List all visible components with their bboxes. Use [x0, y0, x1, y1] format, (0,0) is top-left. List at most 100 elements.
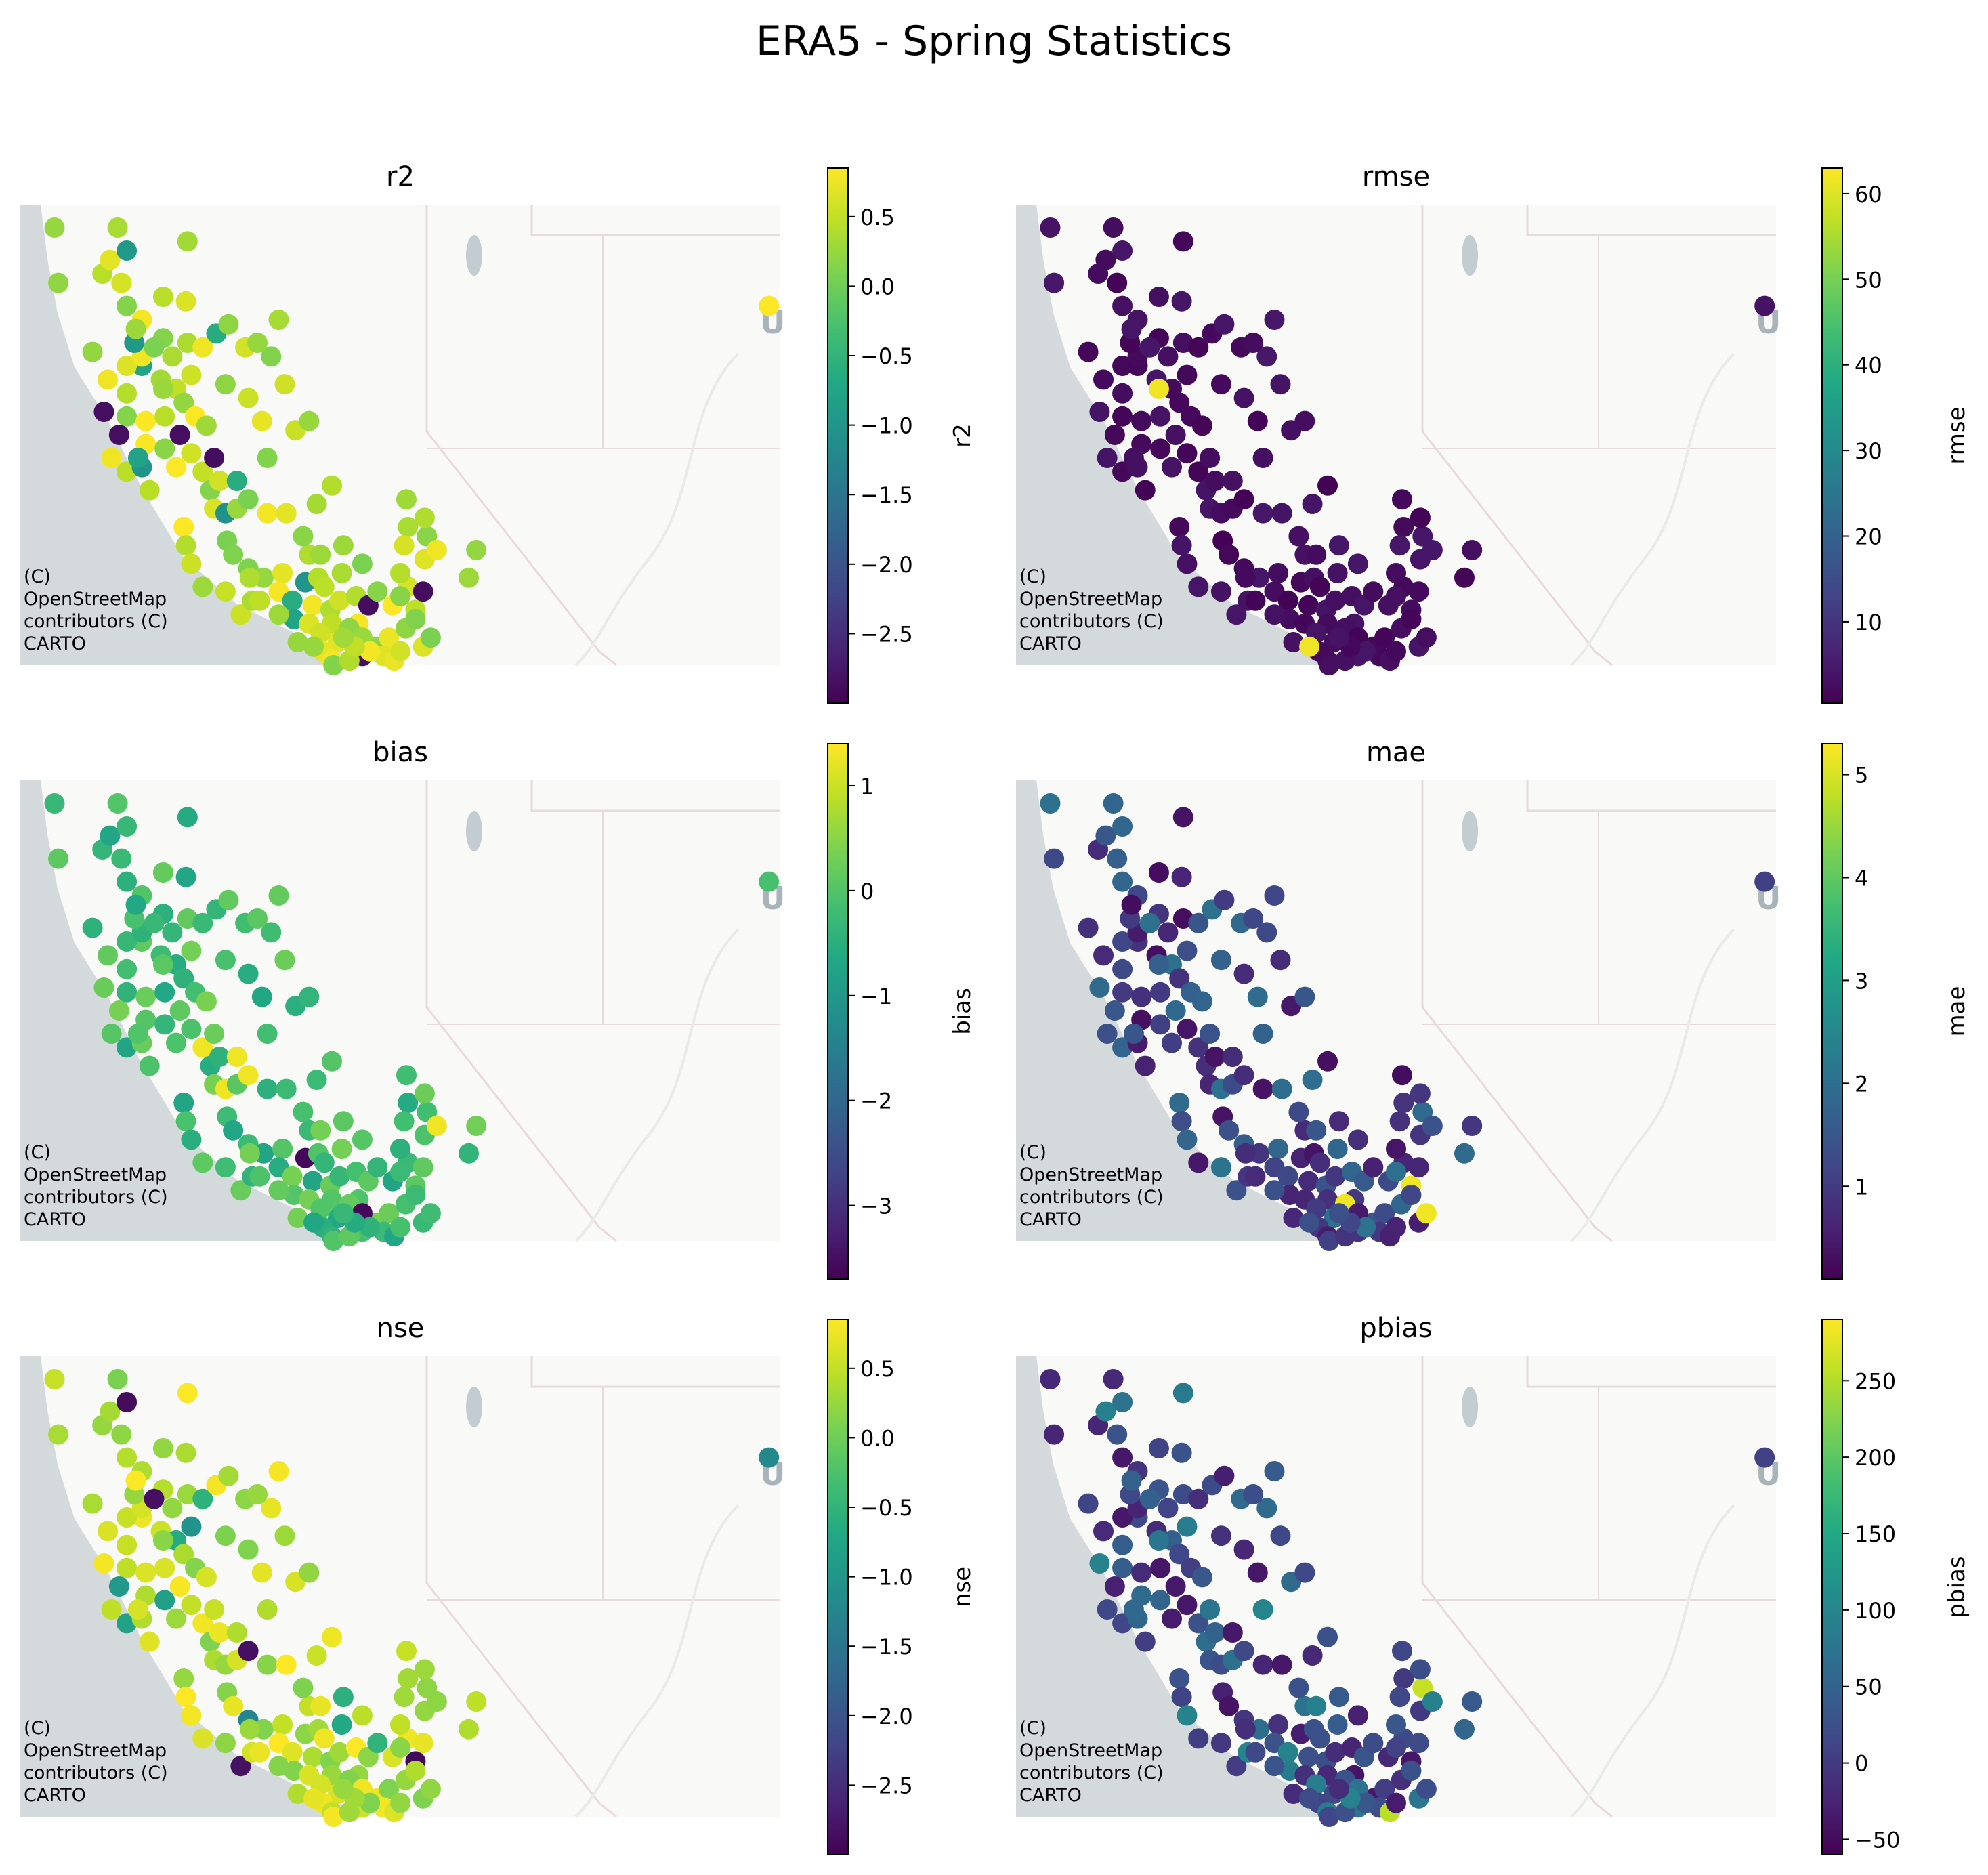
- station-point: [1347, 1705, 1368, 1726]
- station-point: [314, 576, 335, 597]
- station-point: [1268, 1714, 1289, 1735]
- station-point: [268, 604, 289, 625]
- station-point: [1401, 609, 1422, 629]
- station-point: [323, 655, 344, 675]
- station-point: [1158, 346, 1179, 367]
- station-point: [413, 1733, 433, 1754]
- station-point: [1302, 494, 1323, 514]
- station-point: [1386, 1162, 1406, 1182]
- station-point: [192, 1728, 213, 1749]
- state-border-north: [1526, 1356, 1776, 1388]
- colorbar-tick-label: −1.0: [860, 1565, 913, 1590]
- station-point: [1104, 1000, 1125, 1021]
- station-point: [1363, 1733, 1384, 1754]
- station-point: [93, 402, 114, 422]
- station-point: [1754, 1447, 1775, 1468]
- station-point: [1264, 1756, 1285, 1777]
- station-point: [127, 448, 148, 468]
- station-point: [1214, 1465, 1235, 1486]
- station-point: [1256, 922, 1277, 943]
- station-point: [111, 272, 132, 293]
- station-point: [1210, 1525, 1231, 1546]
- station-point: [144, 1488, 165, 1509]
- station-point: [1401, 1185, 1422, 1205]
- station-point: [759, 871, 780, 892]
- station-point: [1177, 1516, 1198, 1537]
- station-point: [249, 590, 270, 611]
- attribution-line: CARTO: [24, 633, 86, 654]
- station-point: [390, 1162, 410, 1182]
- station-point: [154, 1590, 175, 1611]
- station-point: [1219, 544, 1240, 565]
- panel-title: mae: [1366, 737, 1426, 768]
- colorbar-tick-label: −2.5: [860, 621, 913, 647]
- station-point: [1171, 1111, 1192, 1132]
- station-point: [1754, 871, 1775, 892]
- attribution-line: contributors (C): [24, 1187, 168, 1208]
- station-point: [1112, 1392, 1133, 1412]
- station-point: [1222, 471, 1243, 491]
- station-point: [1386, 563, 1406, 583]
- station-point: [398, 1093, 419, 1113]
- attribution-text: (C) OpenStreetMap contributors (C) CARTO: [24, 566, 168, 654]
- station-point: [261, 1498, 282, 1519]
- station-point: [154, 982, 175, 1003]
- station-point: [1188, 1488, 1209, 1509]
- station-point: [413, 1157, 433, 1178]
- station-point: [1112, 406, 1133, 427]
- station-point: [1235, 567, 1256, 588]
- colorbar-label: rmse: [1943, 406, 1970, 464]
- attribution-text: (C) OpenStreetMap contributors (C) CARTO: [1019, 1142, 1164, 1230]
- station-point: [1277, 590, 1298, 611]
- station-point: [1210, 374, 1231, 395]
- station-point: [117, 816, 138, 837]
- station-point: [299, 410, 320, 431]
- station-point: [1219, 1120, 1240, 1141]
- station-point: [405, 609, 426, 629]
- ocean-area: [20, 780, 345, 1241]
- station-point: [1135, 480, 1156, 501]
- station-point: [1172, 807, 1193, 828]
- attribution-line: (C): [24, 566, 51, 587]
- station-point: [1097, 448, 1118, 468]
- station-point: [314, 1152, 335, 1173]
- station-point: [1226, 1756, 1247, 1777]
- station-point: [458, 567, 479, 588]
- colorbar: [1821, 743, 1843, 1280]
- panel-title: r2: [386, 161, 415, 192]
- station-point: [196, 415, 217, 436]
- station-point: [1188, 1037, 1209, 1058]
- station-point: [1158, 1498, 1179, 1519]
- station-point: [1112, 931, 1133, 952]
- colorbar-tick-label: −0.5: [860, 1495, 913, 1521]
- station-point: [48, 848, 69, 869]
- river: [1570, 352, 1735, 667]
- station-point: [287, 1784, 308, 1804]
- station-point: [1416, 1203, 1437, 1224]
- station-point: [154, 1014, 175, 1035]
- colorbar-tick-label: 20: [1855, 524, 1882, 550]
- station-point: [144, 337, 165, 358]
- station-point: [268, 885, 289, 906]
- station-point: [154, 1557, 175, 1578]
- station-point: [1264, 310, 1285, 330]
- station-point: [223, 544, 244, 565]
- station-point: [169, 1000, 190, 1021]
- station-point: [1252, 1078, 1273, 1099]
- station-point: [1188, 1728, 1209, 1749]
- station-point: [169, 1576, 190, 1597]
- station-point: [215, 374, 236, 395]
- station-point: [1078, 1493, 1099, 1514]
- colorbar-tick-label: −2.0: [860, 1704, 913, 1729]
- station-point: [1112, 982, 1133, 1003]
- station-point: [1247, 986, 1268, 1007]
- river: [1570, 928, 1735, 1242]
- colorbar-label: mae: [1943, 986, 1970, 1037]
- station-point: [272, 1139, 293, 1159]
- station-point: [1270, 374, 1291, 395]
- station-point: [1107, 1424, 1128, 1445]
- station-point: [466, 1116, 487, 1136]
- station-point: [1089, 402, 1110, 422]
- station-point: [759, 1447, 780, 1468]
- station-point: [238, 1641, 259, 1662]
